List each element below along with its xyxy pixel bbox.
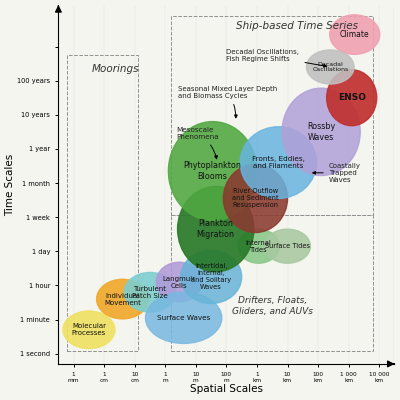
Ellipse shape [63,311,115,348]
Text: Surface Waves: Surface Waves [157,315,210,321]
Text: Rossby
Waves: Rossby Waves [307,122,335,142]
Text: Ship-based Time Series: Ship-based Time Series [236,21,358,31]
Text: Climate: Climate [340,30,370,39]
Ellipse shape [223,164,288,232]
Ellipse shape [330,15,380,54]
Text: Moorings: Moorings [92,64,140,74]
X-axis label: Spatial Scales: Spatial Scales [190,384,263,394]
Text: Individual
Movement: Individual Movement [104,292,141,306]
Text: Phytoplankton
Blooms: Phytoplankton Blooms [184,161,242,181]
Ellipse shape [240,127,316,198]
Y-axis label: Time Scales: Time Scales [6,154,16,216]
Ellipse shape [96,279,148,319]
Ellipse shape [180,250,242,304]
Ellipse shape [306,50,354,84]
Ellipse shape [327,70,377,126]
Ellipse shape [156,262,202,302]
Text: Decadal
Oscillations: Decadal Oscillations [312,62,348,72]
Text: Seasonal Mixed Layer Depth
and Biomass Cycles: Seasonal Mixed Layer Depth and Biomass C… [178,86,277,118]
Ellipse shape [282,88,360,176]
Text: Turbulent
Patch Size: Turbulent Patch Size [132,286,168,299]
Text: Coastally
Trapped
Waves: Coastally Trapped Waves [313,163,361,183]
Text: Drifters, Floats,
Gliders, and AUVs: Drifters, Floats, Gliders, and AUVs [232,296,313,316]
Text: Langmuir
Cells: Langmuir Cells [162,276,196,288]
Text: Decadal Oscillations,
Fish Regime Shifts: Decadal Oscillations, Fish Regime Shifts [226,48,326,67]
Ellipse shape [265,229,310,263]
Ellipse shape [168,122,257,220]
Ellipse shape [146,292,222,344]
Text: Molecular
Processes: Molecular Processes [72,323,106,336]
Text: Intertidal,
Internal,
and Solitary
Waves: Intertidal, Internal, and Solitary Waves [191,263,231,290]
Text: Fronts, Eddies,
and Filaments: Fronts, Eddies, and Filaments [252,156,305,169]
Text: Internal
Tides: Internal Tides [246,240,271,253]
Ellipse shape [238,229,279,263]
Text: Surface Tides: Surface Tides [265,243,310,249]
Text: Mesoscale
Phenomena: Mesoscale Phenomena [176,127,219,159]
Text: ENSO: ENSO [338,93,366,102]
Text: River Outflow
and Sediment
Resuspension: River Outflow and Sediment Resuspension [232,188,279,208]
Text: Plankton
Migration: Plankton Migration [197,220,235,239]
Ellipse shape [124,272,176,312]
Ellipse shape [178,186,254,272]
